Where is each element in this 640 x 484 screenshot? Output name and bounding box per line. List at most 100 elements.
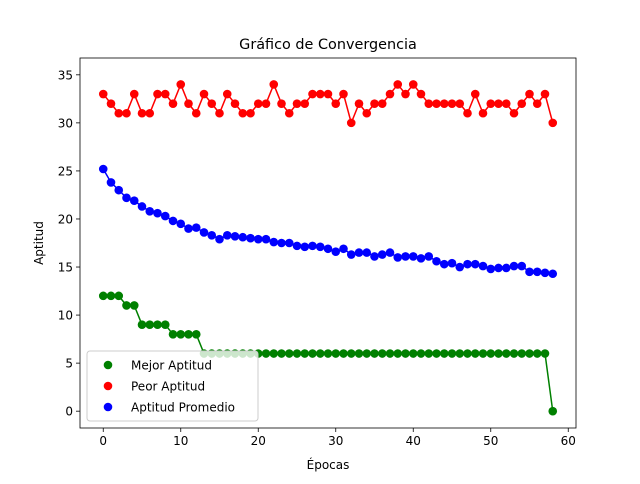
legend-box	[86, 350, 259, 422]
data-point-aptitud-promedio	[168, 216, 178, 226]
data-point-peor-aptitud	[408, 80, 418, 89]
data-point-peor-aptitud	[199, 89, 209, 99]
data-point-peor-aptitud	[548, 118, 558, 128]
data-point-peor-aptitud	[261, 99, 271, 108]
data-point-mejor-aptitud	[447, 349, 457, 358]
data-point-mejor-aptitud	[370, 349, 379, 358]
data-point-peor-aptitud	[160, 89, 170, 99]
data-point-aptitud-promedio	[370, 252, 379, 261]
data-point-peor-aptitud	[370, 99, 379, 108]
data-point-aptitud-promedio	[300, 242, 310, 252]
data-point-mejor-aptitud	[470, 349, 480, 358]
data-point-aptitud-promedio	[494, 263, 503, 273]
x-tick-label: 0	[99, 434, 107, 448]
data-point-mejor-aptitud	[106, 291, 116, 301]
data-point-mejor-aptitud	[129, 301, 139, 310]
data-point-mejor-aptitud	[331, 349, 341, 358]
data-point-peor-aptitud	[145, 108, 155, 118]
data-point-peor-aptitud	[308, 89, 317, 99]
x-tick-label: 10	[173, 434, 188, 448]
legend-label-peor-aptitud: Peor Aptitud	[131, 380, 205, 394]
chart-title: Gráfico de Convergencia	[239, 37, 417, 53]
data-point-aptitud-promedio	[176, 219, 186, 229]
data-point-peor-aptitud	[439, 99, 449, 108]
data-point-aptitud-promedio	[377, 250, 387, 259]
data-point-peor-aptitud	[292, 99, 302, 108]
data-point-peor-aptitud	[447, 99, 457, 108]
data-point-aptitud-promedio	[238, 232, 248, 242]
data-point-aptitud-promedio	[331, 247, 341, 256]
data-point-peor-aptitud	[284, 108, 294, 118]
data-point-aptitud-promedio	[408, 252, 418, 261]
data-point-mejor-aptitud	[362, 349, 372, 358]
plot-frame	[79, 57, 577, 429]
data-point-peor-aptitud	[106, 99, 116, 108]
legend: Mejor Aptitud Peor Aptitud Aptitud Promedi…	[86, 350, 259, 422]
data-point-aptitud-promedio	[416, 254, 426, 263]
data-point-peor-aptitud	[184, 99, 193, 108]
data-point-mejor-aptitud	[323, 349, 333, 358]
data-point-aptitud-promedio	[230, 231, 240, 241]
data-point-mejor-aptitud	[261, 349, 271, 358]
data-point-mejor-aptitud	[548, 406, 558, 416]
data-point-aptitud-promedio	[393, 253, 403, 262]
legend-marker-mejor-aptitud	[103, 360, 113, 370]
data-point-peor-aptitud	[98, 89, 108, 99]
data-point-mejor-aptitud	[176, 329, 186, 339]
x-tick-label: 20	[251, 434, 266, 448]
data-point-mejor-aptitud	[145, 320, 155, 329]
legend-marker-peor-aptitud	[103, 381, 113, 391]
data-point-mejor-aptitud	[339, 349, 348, 358]
data-point-peor-aptitud	[455, 99, 465, 108]
data-point-mejor-aptitud	[532, 349, 542, 358]
data-point-peor-aptitud	[486, 99, 496, 108]
data-point-aptitud-promedio	[215, 234, 224, 244]
data-point-aptitud-promedio	[532, 267, 542, 277]
data-point-aptitud-promedio	[540, 268, 550, 278]
data-point-peor-aptitud	[230, 99, 240, 108]
data-point-aptitud-promedio	[253, 234, 263, 244]
data-point-mejor-aptitud	[300, 349, 310, 358]
data-point-mejor-aptitud	[269, 349, 279, 358]
x-tick-label: 50	[483, 434, 498, 448]
data-point-aptitud-promedio	[439, 259, 449, 269]
data-point-mejor-aptitud	[377, 349, 387, 358]
data-point-peor-aptitud	[463, 108, 472, 118]
data-point-peor-aptitud	[215, 108, 224, 118]
data-point-mejor-aptitud	[432, 349, 441, 358]
data-point-aptitud-promedio	[401, 252, 410, 261]
data-point-mejor-aptitud	[308, 349, 317, 358]
data-point-aptitud-promedio	[246, 233, 255, 243]
data-point-peor-aptitud	[339, 89, 348, 99]
data-point-aptitud-promedio	[346, 250, 356, 259]
data-point-mejor-aptitud	[98, 291, 108, 301]
data-point-peor-aptitud	[432, 99, 441, 108]
data-point-mejor-aptitud	[137, 320, 147, 329]
data-point-mejor-aptitud	[385, 349, 395, 358]
data-point-peor-aptitud	[222, 89, 232, 99]
data-point-peor-aptitud	[377, 99, 387, 108]
data-point-aptitud-promedio	[191, 223, 201, 232]
data-point-aptitud-promedio	[122, 193, 131, 203]
data-point-mejor-aptitud	[455, 349, 465, 358]
x-tick-label: 30	[328, 434, 343, 448]
data-point-aptitud-promedio	[145, 206, 155, 216]
data-point-peor-aptitud	[416, 89, 426, 99]
data-point-peor-aptitud	[238, 108, 248, 118]
data-point-aptitud-promedio	[269, 237, 279, 247]
data-point-mejor-aptitud	[315, 349, 325, 358]
data-point-mejor-aptitud	[463, 349, 472, 358]
data-point-aptitud-promedio	[362, 248, 372, 257]
data-point-aptitud-promedio	[548, 269, 558, 279]
data-point-mejor-aptitud	[122, 301, 131, 310]
data-point-aptitud-promedio	[199, 228, 209, 237]
data-point-peor-aptitud	[176, 80, 186, 89]
y-tick-label: 10	[58, 309, 73, 323]
data-point-aptitud-promedio	[385, 248, 395, 257]
data-point-peor-aptitud	[207, 99, 217, 108]
data-point-mejor-aptitud	[517, 349, 527, 358]
data-point-mejor-aptitud	[184, 329, 193, 339]
data-point-mejor-aptitud	[284, 349, 294, 358]
data-point-aptitud-promedio	[432, 256, 441, 266]
